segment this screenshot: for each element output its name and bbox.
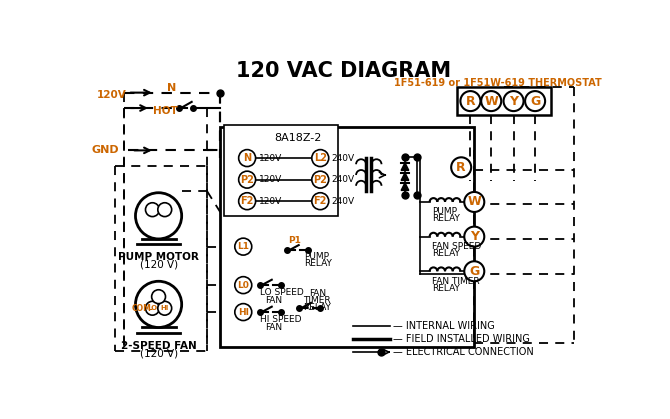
Circle shape	[312, 150, 329, 166]
Circle shape	[135, 281, 182, 328]
Text: RELAY: RELAY	[304, 303, 331, 312]
Circle shape	[464, 192, 484, 212]
Text: TIMER: TIMER	[304, 296, 331, 305]
Bar	[456, 87, 551, 115]
Text: 240V: 240V	[332, 197, 355, 206]
Text: 1F51-619 or 1F51W-619 THERMOSTAT: 1F51-619 or 1F51W-619 THERMOSTAT	[393, 78, 601, 88]
Text: FAN TIMER: FAN TIMER	[432, 277, 480, 286]
Polygon shape	[401, 183, 409, 190]
Text: P1: P1	[288, 236, 302, 245]
Circle shape	[504, 91, 523, 111]
Circle shape	[239, 171, 255, 188]
Text: PUMP MOTOR: PUMP MOTOR	[118, 252, 199, 262]
Circle shape	[145, 203, 159, 217]
Bar	[220, 127, 474, 347]
Text: W: W	[468, 196, 481, 209]
Text: L0: L0	[237, 281, 249, 290]
Text: N: N	[243, 153, 251, 163]
Text: FAN: FAN	[309, 289, 326, 298]
Text: P2: P2	[314, 175, 327, 185]
Text: 120V: 120V	[259, 175, 282, 184]
Text: FAN: FAN	[265, 296, 282, 305]
Circle shape	[451, 157, 471, 177]
Circle shape	[151, 290, 165, 304]
Text: N: N	[167, 83, 176, 93]
Text: 8A18Z-2: 8A18Z-2	[274, 133, 322, 143]
Text: HI: HI	[161, 305, 169, 311]
Text: 120 VAC DIAGRAM: 120 VAC DIAGRAM	[236, 61, 451, 81]
Text: 120V: 120V	[97, 90, 127, 100]
Circle shape	[525, 91, 545, 111]
Text: L1: L1	[237, 242, 249, 251]
Text: (120 V): (120 V)	[139, 348, 178, 358]
Text: RELAY: RELAY	[432, 284, 460, 293]
Text: COM: COM	[131, 304, 151, 313]
Text: RELAY: RELAY	[432, 215, 460, 223]
Circle shape	[158, 203, 172, 217]
Circle shape	[239, 150, 255, 166]
Text: 2-SPEED FAN: 2-SPEED FAN	[121, 341, 196, 351]
Text: HI: HI	[238, 308, 249, 317]
Text: L2: L2	[314, 153, 327, 163]
Circle shape	[239, 193, 255, 210]
Text: (120 V): (120 V)	[139, 260, 178, 270]
Text: — INTERNAL WIRING: — INTERNAL WIRING	[393, 321, 495, 331]
Text: LO SPEED: LO SPEED	[260, 288, 304, 297]
Text: GND: GND	[92, 145, 119, 155]
Text: LO: LO	[147, 305, 157, 311]
Text: 120V: 120V	[259, 197, 282, 206]
Circle shape	[234, 238, 252, 255]
Circle shape	[481, 91, 501, 111]
Polygon shape	[401, 163, 409, 171]
Text: Y: Y	[470, 230, 479, 243]
Circle shape	[145, 301, 159, 315]
Circle shape	[464, 227, 484, 247]
Text: R: R	[466, 95, 475, 108]
Circle shape	[135, 193, 182, 239]
Text: R: R	[456, 161, 466, 174]
Text: FAN SPEED: FAN SPEED	[432, 242, 481, 251]
Text: F2: F2	[314, 196, 327, 206]
Circle shape	[460, 91, 480, 111]
Text: HI SPEED: HI SPEED	[260, 315, 302, 324]
Text: RELAY: RELAY	[432, 249, 460, 258]
Text: P2: P2	[240, 175, 254, 185]
Circle shape	[234, 277, 252, 294]
Text: 120V: 120V	[259, 154, 282, 163]
Text: G: G	[530, 95, 540, 108]
Polygon shape	[401, 173, 409, 181]
Circle shape	[464, 261, 484, 281]
Text: F2: F2	[241, 196, 254, 206]
Text: W: W	[484, 95, 498, 108]
Bar	[224, 125, 338, 216]
Text: FAN: FAN	[265, 323, 282, 332]
Text: — FIELD INSTALLED WIRING: — FIELD INSTALLED WIRING	[393, 334, 530, 344]
Text: PUMP: PUMP	[432, 207, 457, 217]
Text: PUMP: PUMP	[304, 252, 329, 261]
Text: — ELECTRICAL CONNECTION: — ELECTRICAL CONNECTION	[393, 347, 534, 357]
Circle shape	[312, 193, 329, 210]
Circle shape	[158, 301, 172, 315]
Text: G: G	[469, 265, 480, 278]
Text: 240V: 240V	[332, 154, 355, 163]
Text: HOT: HOT	[153, 106, 178, 116]
Text: RELAY: RELAY	[304, 259, 332, 268]
Circle shape	[234, 304, 252, 321]
Text: 240V: 240V	[332, 175, 355, 184]
Text: Y: Y	[509, 95, 518, 108]
Circle shape	[312, 171, 329, 188]
